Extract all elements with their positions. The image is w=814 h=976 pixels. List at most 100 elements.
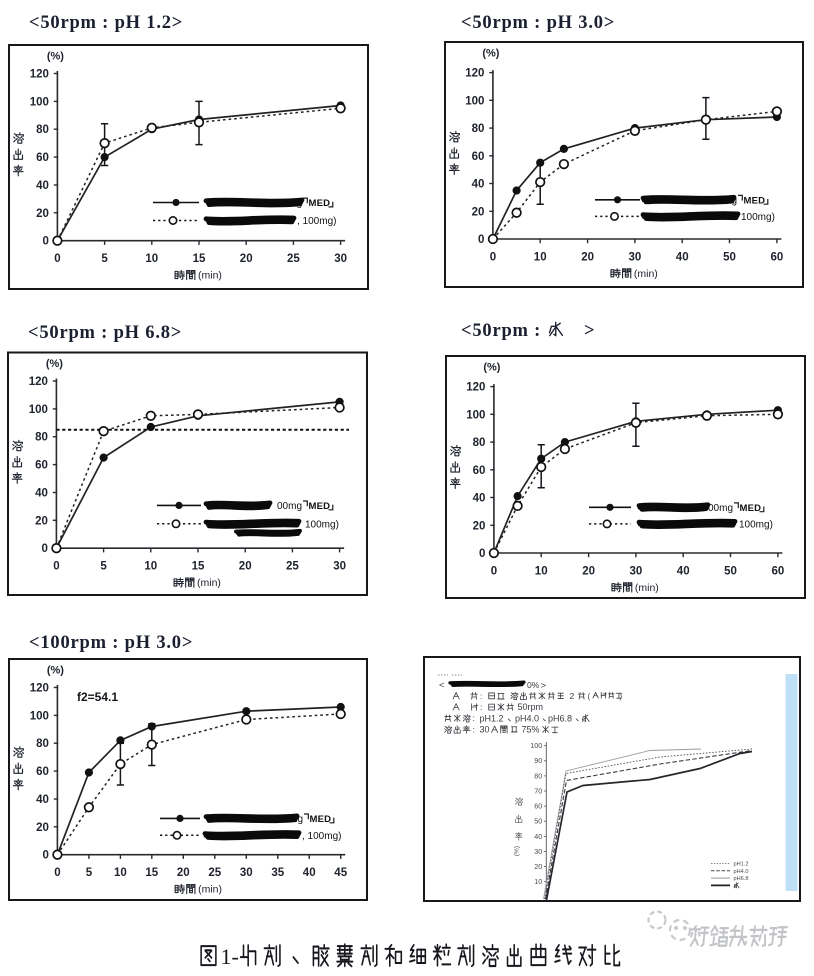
svg-text::: : xyxy=(480,691,482,701)
svg-text:40: 40 xyxy=(676,252,689,264)
svg-text:(min): (min) xyxy=(198,884,222,896)
svg-text:(%): (%) xyxy=(46,358,63,370)
svg-text:100mg): 100mg) xyxy=(305,519,339,530)
svg-text:): ) xyxy=(620,692,623,701)
svg-text:35: 35 xyxy=(271,867,284,879)
svg-text:40: 40 xyxy=(534,832,542,841)
svg-text:120: 120 xyxy=(30,683,49,695)
svg-text:100: 100 xyxy=(530,741,542,750)
svg-text:5: 5 xyxy=(100,561,107,573)
svg-text:120: 120 xyxy=(30,69,49,81)
svg-text:5: 5 xyxy=(101,253,108,265)
svg-text:80: 80 xyxy=(35,432,48,444)
svg-text:(%): (%) xyxy=(47,51,64,63)
svg-text:120: 120 xyxy=(465,68,484,80)
svg-text:50: 50 xyxy=(724,566,737,578)
svg-text:2: 2 xyxy=(570,691,575,701)
svg-text:20: 20 xyxy=(581,252,594,264)
svg-text:100: 100 xyxy=(29,404,48,416)
svg-text:30: 30 xyxy=(629,252,642,264)
svg-text:80: 80 xyxy=(36,124,49,136)
svg-text:90: 90 xyxy=(534,756,542,765)
svg-text:40: 40 xyxy=(473,493,486,505)
svg-text:20: 20 xyxy=(36,822,49,834)
svg-text:120: 120 xyxy=(29,376,48,388)
svg-text:40: 40 xyxy=(303,867,316,879)
svg-text:(%): (%) xyxy=(514,846,521,856)
svg-text:1-: 1- xyxy=(221,944,239,969)
svg-text:20: 20 xyxy=(35,515,48,527)
svg-text:60: 60 xyxy=(36,152,49,164)
svg-text:pH6.8: pH6.8 xyxy=(548,713,572,723)
svg-text:20: 20 xyxy=(36,208,49,220)
svg-text:20: 20 xyxy=(240,253,253,265)
svg-text:30: 30 xyxy=(480,725,490,735)
svg-text:20: 20 xyxy=(473,520,486,532)
svg-text:30: 30 xyxy=(534,847,542,856)
svg-text:25: 25 xyxy=(208,867,221,879)
svg-text:pH1.2: pH1.2 xyxy=(480,713,504,723)
svg-text:40: 40 xyxy=(677,566,690,578)
svg-text:60: 60 xyxy=(472,151,485,163)
svg-text:60: 60 xyxy=(772,566,785,578)
svg-text:40: 40 xyxy=(36,180,49,192)
svg-text:0: 0 xyxy=(53,561,59,573)
svg-text:60: 60 xyxy=(473,465,486,477)
svg-text:0: 0 xyxy=(478,234,484,246)
svg-text:60: 60 xyxy=(771,252,784,264)
svg-text:pH4.0: pH4.0 xyxy=(515,713,539,723)
svg-text:<50rpm : pH 6.8>: <50rpm : pH 6.8> xyxy=(28,323,182,343)
svg-text:0: 0 xyxy=(42,236,48,248)
svg-text:50rpm: 50rpm xyxy=(518,702,544,712)
svg-text:75%: 75% xyxy=(522,725,540,735)
svg-text:10: 10 xyxy=(145,253,158,265)
svg-text:0: 0 xyxy=(479,548,485,560)
svg-text:(: ( xyxy=(588,692,591,701)
svg-text:100mg): 100mg) xyxy=(739,520,773,531)
svg-text:0: 0 xyxy=(42,850,48,862)
svg-text:, 100mg): , 100mg) xyxy=(302,831,341,842)
svg-text:15: 15 xyxy=(193,253,206,265)
svg-text:80: 80 xyxy=(36,738,49,750)
svg-text:20: 20 xyxy=(472,206,485,218)
svg-text:15: 15 xyxy=(145,867,158,879)
svg-text:100: 100 xyxy=(30,710,49,722)
svg-text:40: 40 xyxy=(472,179,485,191)
svg-text:0: 0 xyxy=(54,253,60,265)
svg-text:80: 80 xyxy=(534,771,542,780)
svg-text:MED: MED xyxy=(309,501,331,512)
svg-text:00mg: 00mg xyxy=(277,501,302,512)
svg-text::: : xyxy=(473,724,475,734)
svg-text:60: 60 xyxy=(534,802,542,811)
svg-text:pH6.8: pH6.8 xyxy=(734,876,749,882)
svg-text:10: 10 xyxy=(114,867,127,879)
svg-text:(min): (min) xyxy=(635,582,659,594)
svg-text:MED: MED xyxy=(309,198,331,209)
svg-text:(%): (%) xyxy=(483,362,500,374)
svg-text:0: 0 xyxy=(54,867,60,879)
svg-text:<: < xyxy=(439,680,445,691)
svg-text:50: 50 xyxy=(534,817,542,826)
svg-text:5: 5 xyxy=(86,867,93,879)
svg-text:60: 60 xyxy=(35,460,48,472)
svg-text:45: 45 xyxy=(334,867,347,879)
svg-text:25: 25 xyxy=(287,253,300,265)
svg-text:0%: 0% xyxy=(527,680,540,690)
svg-text:40: 40 xyxy=(36,794,49,806)
svg-text:70: 70 xyxy=(534,786,542,795)
svg-text:25: 25 xyxy=(286,561,299,573)
svg-text:<100rpm : pH 3.0>: <100rpm : pH 3.0> xyxy=(29,633,193,653)
svg-text:10: 10 xyxy=(535,566,548,578)
svg-text:120: 120 xyxy=(466,382,485,394)
svg-text:<50rpm : pH 1.2>: <50rpm : pH 1.2> xyxy=(29,13,183,33)
svg-text:MED: MED xyxy=(740,503,762,514)
svg-text:00mg: 00mg xyxy=(708,503,733,514)
svg-text:100: 100 xyxy=(30,96,49,108)
svg-text:60: 60 xyxy=(36,766,49,778)
svg-text:15: 15 xyxy=(192,561,205,573)
svg-text:30: 30 xyxy=(333,561,346,573)
svg-text:>: > xyxy=(584,321,595,341)
svg-text:MED: MED xyxy=(310,814,332,825)
svg-text:100: 100 xyxy=(466,409,485,421)
svg-text:<50rpm :: <50rpm : xyxy=(461,321,541,341)
